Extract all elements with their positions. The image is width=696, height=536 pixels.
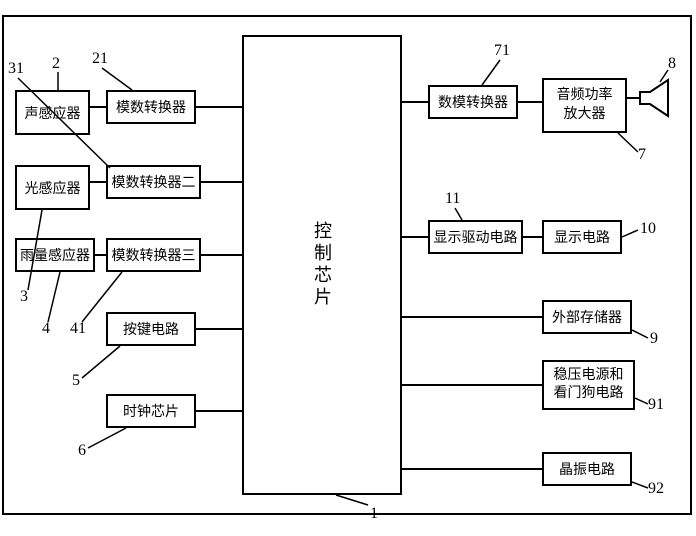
block-adc3: 模数转换器三 — [106, 238, 201, 272]
dac-label: 数模转换器 — [438, 92, 508, 112]
controller-label: 控制芯片 — [309, 221, 335, 309]
ref-9: 9 — [650, 330, 658, 348]
block-adc2: 模数转换器二 — [106, 165, 201, 199]
adc2-label: 模数转换器二 — [112, 172, 196, 192]
ref-31: 31 — [8, 60, 24, 78]
line — [627, 97, 640, 99]
block-controller: 控制芯片 — [242, 35, 402, 495]
ref-6: 6 — [78, 442, 86, 460]
block-rain-sensor: 雨量感应器 — [15, 238, 95, 272]
ref-4: 4 — [42, 320, 50, 338]
ref-7: 7 — [638, 146, 646, 164]
block-disp-circuit: 显示电路 — [542, 220, 622, 254]
block-audio-amp: 音频功率 放大器 — [542, 78, 627, 133]
line — [201, 181, 242, 183]
disp-circuit-label: 显示电路 — [554, 227, 610, 247]
light-sensor-label: 光感应器 — [25, 178, 81, 198]
osc-circuit-label: 晶振电路 — [559, 459, 615, 479]
speaker-icon — [638, 78, 678, 118]
ref-8: 8 — [668, 55, 676, 73]
ref-1: 1 — [370, 505, 378, 523]
adc3-label: 模数转换器三 — [112, 245, 196, 265]
ref-10: 10 — [640, 220, 656, 238]
ref-41: 41 — [70, 320, 86, 338]
block-ext-mem: 外部存储器 — [542, 300, 632, 334]
block-adc1: 模数转换器 — [106, 90, 196, 124]
power-wdt-label1: 稳压电源和 — [554, 367, 624, 385]
line — [201, 254, 242, 256]
line — [402, 316, 542, 318]
ref-21: 21 — [92, 50, 108, 68]
rain-sensor-label: 雨量感应器 — [20, 245, 90, 265]
block-light-sensor: 光感应器 — [15, 165, 90, 210]
line — [90, 181, 106, 183]
line — [402, 236, 428, 238]
power-wdt-label2: 看门狗电路 — [554, 385, 624, 403]
line — [523, 236, 542, 238]
block-dac: 数模转换器 — [428, 85, 518, 119]
ext-mem-label: 外部存储器 — [552, 307, 622, 327]
line — [90, 106, 106, 108]
disp-drive-label: 显示驱动电路 — [434, 227, 518, 247]
ref-11: 11 — [445, 190, 460, 208]
line — [402, 101, 428, 103]
block-key-circuit: 按键电路 — [106, 312, 196, 346]
line — [402, 384, 542, 386]
ref-71: 71 — [494, 42, 510, 60]
ref-2: 2 — [52, 55, 60, 73]
line — [196, 410, 242, 412]
line — [196, 106, 242, 108]
adc1-label: 模数转换器 — [116, 97, 186, 117]
line — [95, 254, 106, 256]
ref-3: 3 — [20, 288, 28, 306]
line — [402, 468, 542, 470]
block-disp-drive: 显示驱动电路 — [428, 220, 523, 254]
audio-amp-label2: 放大器 — [564, 106, 606, 124]
clock-chip-label: 时钟芯片 — [123, 401, 179, 421]
line — [196, 328, 242, 330]
block-power-wdt: 稳压电源和 看门狗电路 — [542, 360, 635, 410]
audio-amp-label1: 音频功率 — [557, 87, 613, 105]
ref-91: 91 — [648, 396, 664, 414]
block-clock-chip: 时钟芯片 — [106, 394, 196, 428]
block-sound-sensor: 声感应器 — [15, 90, 90, 135]
line — [518, 101, 542, 103]
ref-5: 5 — [72, 372, 80, 390]
key-circuit-label: 按键电路 — [123, 319, 179, 339]
block-osc-circuit: 晶振电路 — [542, 452, 632, 486]
sound-sensor-label: 声感应器 — [25, 103, 81, 123]
ref-92: 92 — [648, 480, 664, 498]
